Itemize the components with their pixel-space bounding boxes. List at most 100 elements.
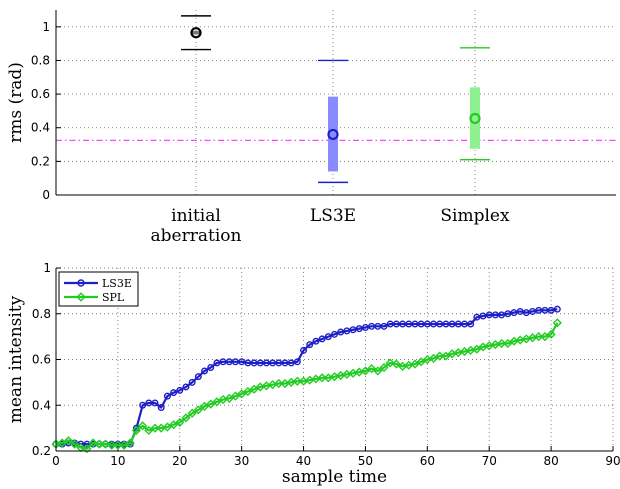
data-point bbox=[119, 440, 129, 450]
category-label: aberration bbox=[151, 226, 242, 246]
x-tick-label: 10 bbox=[110, 454, 125, 468]
y-axis-label: mean intensity bbox=[6, 295, 26, 423]
data-point bbox=[212, 397, 222, 407]
y-tick-label: 0.6 bbox=[31, 87, 50, 101]
data-point bbox=[293, 358, 301, 366]
data-point bbox=[473, 313, 481, 321]
data-point bbox=[367, 364, 377, 374]
y-tick-label: 0 bbox=[42, 188, 50, 202]
data-point bbox=[331, 330, 339, 338]
series-line bbox=[55, 322, 559, 450]
data-point bbox=[63, 436, 73, 446]
data-point bbox=[441, 351, 451, 361]
data-point bbox=[317, 373, 327, 383]
data-point bbox=[88, 438, 98, 448]
data-point bbox=[151, 399, 159, 407]
data-point bbox=[498, 311, 506, 319]
legend-label: SPL bbox=[102, 291, 125, 304]
legend-marker bbox=[77, 279, 85, 287]
data-point bbox=[163, 392, 171, 400]
x-tick-label: 30 bbox=[234, 454, 249, 468]
x-tick-label: 90 bbox=[605, 454, 620, 468]
data-point bbox=[243, 386, 253, 397]
box-simplex bbox=[460, 47, 490, 161]
median-marker bbox=[190, 27, 202, 39]
series-spl bbox=[51, 318, 562, 454]
bottom-line-plot: 0.20.40.60.810 10 20 30 40 50 60 70 80 90LS3ESPLs… bbox=[6, 261, 620, 487]
data-point bbox=[516, 307, 524, 315]
data-point bbox=[176, 386, 184, 394]
data-point bbox=[467, 320, 475, 328]
interquartile-bar bbox=[191, 31, 201, 35]
y-tick-label: 0.8 bbox=[31, 53, 50, 67]
y-tick-label: 0.8 bbox=[32, 307, 51, 321]
data-point bbox=[373, 366, 383, 376]
data-point bbox=[57, 438, 67, 448]
x-tick-label: 60 bbox=[420, 454, 435, 468]
data-point bbox=[324, 333, 332, 341]
data-point bbox=[157, 404, 165, 412]
data-point bbox=[100, 439, 111, 449]
data-point bbox=[410, 359, 420, 369]
data-point bbox=[287, 359, 295, 367]
data-point bbox=[188, 378, 196, 386]
y-tick-label: 0.4 bbox=[31, 121, 50, 135]
y-tick-label: 0.2 bbox=[31, 154, 50, 168]
series-ls3e bbox=[52, 305, 561, 448]
y-tick-label: 1 bbox=[42, 20, 50, 34]
y-tick-label: 0.2 bbox=[32, 444, 51, 458]
data-point bbox=[274, 378, 284, 389]
data-point bbox=[435, 351, 445, 361]
data-point bbox=[107, 440, 117, 450]
x-axis-label: sample time bbox=[282, 467, 387, 487]
x-tick-label: 80 bbox=[543, 454, 558, 468]
data-point bbox=[193, 405, 203, 415]
data-point bbox=[503, 338, 513, 349]
data-point bbox=[82, 444, 92, 454]
data-point bbox=[175, 417, 185, 427]
data-point bbox=[144, 425, 154, 436]
data-point bbox=[300, 346, 308, 354]
data-point bbox=[94, 439, 104, 449]
data-point bbox=[139, 401, 147, 409]
category-label: LS3E bbox=[310, 206, 356, 226]
interquartile-bar bbox=[470, 87, 480, 149]
median-marker bbox=[327, 128, 339, 141]
data-point bbox=[337, 328, 345, 336]
legend-marker bbox=[76, 292, 86, 302]
x-tick-label: 20 bbox=[172, 454, 187, 468]
data-point bbox=[529, 307, 537, 315]
data-point bbox=[428, 353, 439, 363]
data-point bbox=[360, 366, 371, 376]
data-point bbox=[131, 425, 142, 436]
data-point bbox=[552, 318, 562, 328]
box-ls3e bbox=[318, 59, 348, 184]
data-point bbox=[380, 322, 388, 330]
data-point bbox=[416, 357, 426, 367]
data-point bbox=[361, 323, 369, 331]
x-tick-label: 40 bbox=[296, 454, 311, 468]
data-point bbox=[69, 439, 80, 449]
data-point bbox=[238, 358, 246, 366]
y-axis-label: rms (rad) bbox=[6, 62, 26, 143]
x-tick-label: 70 bbox=[482, 454, 497, 468]
data-point bbox=[206, 399, 216, 409]
interquartile-bar bbox=[328, 96, 338, 172]
data-point bbox=[540, 332, 550, 342]
data-point bbox=[182, 383, 190, 391]
data-point bbox=[224, 393, 234, 403]
data-point bbox=[230, 391, 241, 401]
data-point bbox=[249, 384, 259, 394]
data-point bbox=[355, 325, 363, 333]
legend-box bbox=[58, 271, 139, 307]
median-marker bbox=[469, 112, 481, 125]
data-point bbox=[318, 335, 326, 343]
data-point bbox=[199, 401, 210, 411]
data-point bbox=[306, 341, 314, 349]
data-point bbox=[181, 413, 191, 423]
data-point bbox=[534, 332, 544, 342]
data-point bbox=[187, 408, 197, 418]
data-point bbox=[546, 329, 556, 339]
